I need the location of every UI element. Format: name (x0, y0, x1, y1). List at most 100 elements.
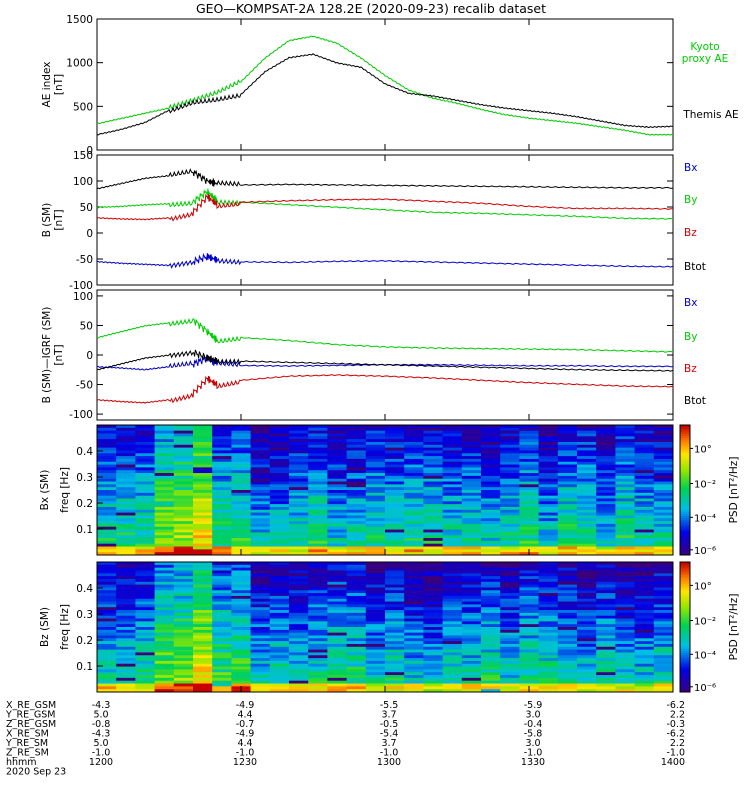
colorbar-cell (680, 672, 690, 676)
spectrogram-cell (577, 430, 597, 434)
spectrogram-cell (596, 506, 616, 511)
spectrogram-cell (557, 584, 578, 588)
spectrogram-cell (481, 461, 501, 466)
spectrogram-cell (193, 677, 213, 682)
spectrogram-cell (231, 535, 252, 539)
spectrogram-cell (557, 498, 578, 502)
spectrogram-cell (154, 475, 175, 480)
spectrogram-cell (615, 504, 636, 508)
spectrogram-cell (231, 526, 252, 531)
spectrogram-cell (193, 450, 213, 454)
spectrogram-cell (346, 518, 367, 522)
spectrogram-cell (365, 578, 386, 583)
spectrogram-cell (634, 456, 655, 460)
spectrogram-cell (442, 473, 463, 477)
spectrogram-cell (250, 607, 271, 611)
spectrogram-cell (423, 646, 444, 651)
spectrogram-cell (116, 562, 136, 566)
spectrogram-cell (538, 593, 559, 597)
spectrogram-cell (442, 612, 463, 617)
spectrogram-cell (404, 535, 424, 539)
spectrogram-cell (365, 604, 386, 608)
spectrogram-cell (116, 456, 136, 460)
spectrogram-cell (404, 487, 424, 491)
spectrogram-cell (404, 683, 424, 687)
spectrogram-cell (500, 521, 520, 525)
spectrogram-cell (519, 441, 540, 446)
spectrogram-cell (481, 430, 501, 434)
spectrogram-cell (308, 439, 328, 443)
colorbar-cell (680, 487, 690, 491)
spectrogram-cell (154, 658, 175, 662)
spectrogram-cell (231, 627, 252, 631)
spectrogram-cell (385, 587, 405, 591)
spectrogram-cell (577, 526, 597, 531)
spectrogram-cell (557, 430, 578, 434)
spectrogram-cell (327, 607, 348, 611)
spectrogram-cell (193, 425, 213, 429)
spectrogram-cell (269, 447, 290, 451)
spectrogram-cell (653, 473, 674, 477)
spectrogram-cell (269, 601, 290, 605)
spectrogram-cell (538, 478, 559, 483)
spectrogram-cell (500, 475, 520, 480)
spectrogram-cell (500, 512, 520, 516)
spectrogram-cell (653, 570, 674, 574)
spectrogram-cell (154, 675, 175, 679)
spectrogram-cell (212, 464, 232, 468)
spectrogram-cell (596, 532, 616, 536)
spectrogram-cell (481, 643, 501, 648)
spectrogram-cell (577, 441, 597, 446)
spectrogram-cell (97, 643, 117, 648)
colorbar-cell (680, 477, 690, 480)
colorbar-cell (680, 535, 690, 539)
spectrogram-cell (135, 478, 156, 483)
spectrogram-cell (577, 621, 597, 625)
spectrogram-cell (250, 439, 271, 443)
spectrogram-cell (385, 612, 405, 617)
spectrogram-cell (615, 567, 636, 571)
spectrogram-cell (135, 677, 156, 682)
spectrogram-cell (346, 562, 367, 566)
spectrogram-cell (423, 473, 444, 477)
spectrogram-cell (250, 646, 271, 651)
spectrogram-cell (519, 641, 540, 645)
spectrogram-cell (116, 593, 136, 597)
spectrogram-cell (461, 481, 482, 485)
spectrogram-cell (557, 450, 578, 454)
spectrogram-cell (461, 675, 482, 679)
spectrogram-cell (97, 498, 117, 502)
spectrogram-cell (404, 498, 424, 502)
spectrogram-cell (97, 523, 117, 528)
colorbar-cell (680, 520, 690, 523)
spectrogram-cell (385, 546, 405, 550)
spectrogram-cell (173, 439, 194, 443)
spectrogram-cell (97, 680, 117, 685)
spectrogram-cell (193, 515, 213, 519)
spectrogram-cell (442, 492, 463, 497)
spectrogram-cell (212, 427, 232, 432)
spectrogram-cell (365, 515, 386, 519)
spectrogram-cell (135, 604, 156, 608)
spectrogram-cell (250, 686, 271, 690)
spectrogram-cell (365, 641, 386, 645)
spectrogram-cell (442, 467, 463, 471)
spectrogram-cell (135, 655, 156, 659)
spectrogram-cell (385, 643, 405, 648)
spectrogram-cell (308, 506, 328, 511)
spectrogram-cell (500, 436, 520, 440)
spectrogram-cell (365, 621, 386, 625)
spectrogram-cell (308, 504, 328, 508)
colorbar-cell (680, 585, 690, 589)
spectrogram-cell (442, 570, 463, 574)
panel-5-yunit: freq [Hz] (59, 604, 71, 650)
spectrogram-cell (653, 655, 674, 659)
spectrogram-cell (461, 433, 482, 437)
spectrogram-cell (653, 581, 674, 586)
spectrogram-cell (212, 436, 232, 440)
spectrogram-cell (404, 441, 424, 446)
spectrogram-cell (327, 618, 348, 622)
ephemeris-value: -1.0 (524, 748, 543, 759)
spectrogram-cell (269, 576, 290, 580)
spectrogram-cell (442, 504, 463, 508)
